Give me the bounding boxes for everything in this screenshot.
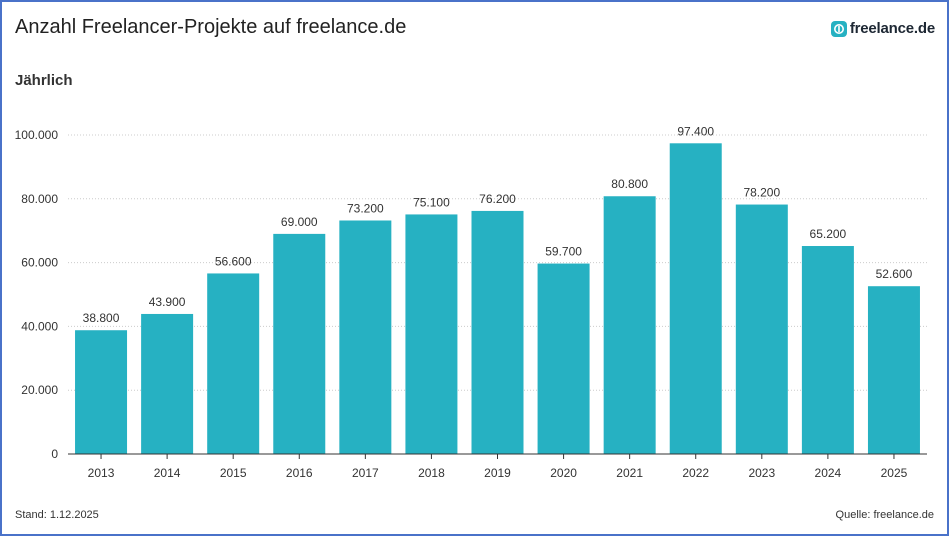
bar xyxy=(273,233,326,454)
bar xyxy=(75,330,128,454)
data-label: 76.200 xyxy=(479,192,516,206)
x-tick-label: 2015 xyxy=(220,466,247,480)
brand-logo: freelance.de xyxy=(830,20,935,37)
x-tick-label: 2018 xyxy=(418,466,445,480)
bar xyxy=(603,196,656,455)
data-label: 56.600 xyxy=(215,254,252,268)
x-tick-label: 2013 xyxy=(88,466,115,480)
data-label: 73.200 xyxy=(347,201,384,215)
data-label: 52.600 xyxy=(876,267,913,281)
bar xyxy=(141,313,194,454)
y-tick-label: 0 xyxy=(51,447,58,461)
data-label: 59.700 xyxy=(545,245,582,259)
bar-chart: 0 20.000 40.000 60.000 80.000 100.000 38.800 20… xyxy=(15,124,927,480)
bar xyxy=(339,220,392,454)
footer-source: Quelle: freelance.de xyxy=(835,509,934,521)
footer-date: Stand: 1.12.2025 xyxy=(15,509,99,521)
bar xyxy=(867,286,920,454)
freelance-logo-icon xyxy=(830,20,847,37)
x-tick-label: 2022 xyxy=(682,466,709,480)
bar xyxy=(669,143,722,454)
x-tick-label: 2020 xyxy=(550,466,577,480)
logo-text: freelance.de xyxy=(849,20,935,37)
data-label: 78.200 xyxy=(743,186,780,200)
data-label: 65.200 xyxy=(810,227,847,241)
data-label: 69.000 xyxy=(281,215,318,229)
bar xyxy=(405,214,458,454)
x-tick-label: 2023 xyxy=(748,466,775,480)
chart-subtitle: Jährlich xyxy=(15,72,73,89)
y-tick-label: 60.000 xyxy=(21,256,58,270)
x-tick-label: 2014 xyxy=(154,466,181,480)
data-label: 43.900 xyxy=(149,295,186,309)
x-tick-label: 2024 xyxy=(815,466,842,480)
data-label: 75.100 xyxy=(413,195,450,209)
y-tick-label: 20.000 xyxy=(21,383,58,397)
data-label: 80.800 xyxy=(611,177,648,191)
data-label: 38.800 xyxy=(83,311,120,325)
x-tick-label: 2025 xyxy=(881,466,908,480)
x-tick-label: 2017 xyxy=(352,466,379,480)
bar xyxy=(801,246,854,454)
bar xyxy=(471,210,524,454)
bar xyxy=(735,204,788,454)
bar xyxy=(207,273,260,454)
x-tick-label: 2021 xyxy=(616,466,643,480)
y-tick-label: 40.000 xyxy=(21,319,58,333)
y-tick-label: 80.000 xyxy=(21,192,58,206)
data-label: 97.400 xyxy=(677,124,714,138)
x-tick-label: 2016 xyxy=(286,466,313,480)
y-tick-label: 100.000 xyxy=(15,128,59,142)
x-tick-label: 2019 xyxy=(484,466,511,480)
bar xyxy=(537,263,590,454)
chart-title: Anzahl Freelancer-Projekte auf freelance… xyxy=(15,16,407,38)
